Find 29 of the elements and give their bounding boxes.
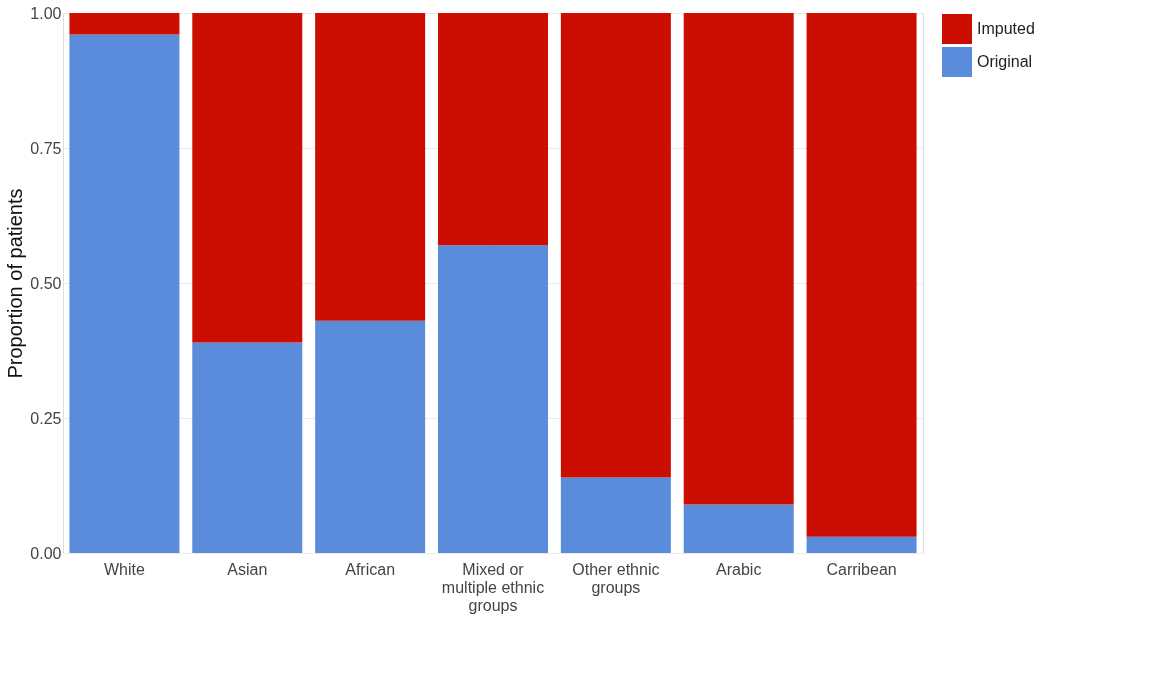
x-tick-label: White	[103, 560, 145, 578]
x-tick-label: African	[345, 560, 396, 578]
y-tick-label: 0.75	[30, 139, 62, 157]
legend-label: Original	[977, 53, 1033, 70]
bar	[315, 320, 426, 553]
x-tick-label: Carribean	[826, 560, 897, 578]
x-tick-label: Mixed or multiple ethnic groups	[441, 560, 545, 614]
bar	[806, 13, 917, 537]
bar	[806, 536, 917, 553]
bar	[438, 13, 548, 246]
bar	[315, 13, 426, 321]
x-tick-label: Other ethnic groups	[572, 560, 660, 596]
bar	[560, 477, 671, 553]
bar	[683, 13, 794, 505]
bar	[560, 13, 671, 478]
bar	[69, 13, 180, 35]
legend-label: Imputed	[977, 20, 1035, 37]
bar	[192, 13, 303, 343]
bar	[192, 342, 303, 553]
bar	[438, 245, 548, 553]
y-tick-label: 0.50	[30, 274, 62, 292]
y-tick-label: 1.00	[30, 4, 62, 22]
y-tick-label: 0.25	[30, 409, 62, 427]
y-tick-label: 0.00	[30, 544, 62, 562]
bar	[69, 34, 180, 553]
x-tick-label: Arabic	[716, 560, 762, 578]
x-tick-label: Asian	[227, 560, 268, 578]
y-axis-title: Proportion of patients	[4, 188, 27, 379]
bar	[683, 504, 794, 553]
